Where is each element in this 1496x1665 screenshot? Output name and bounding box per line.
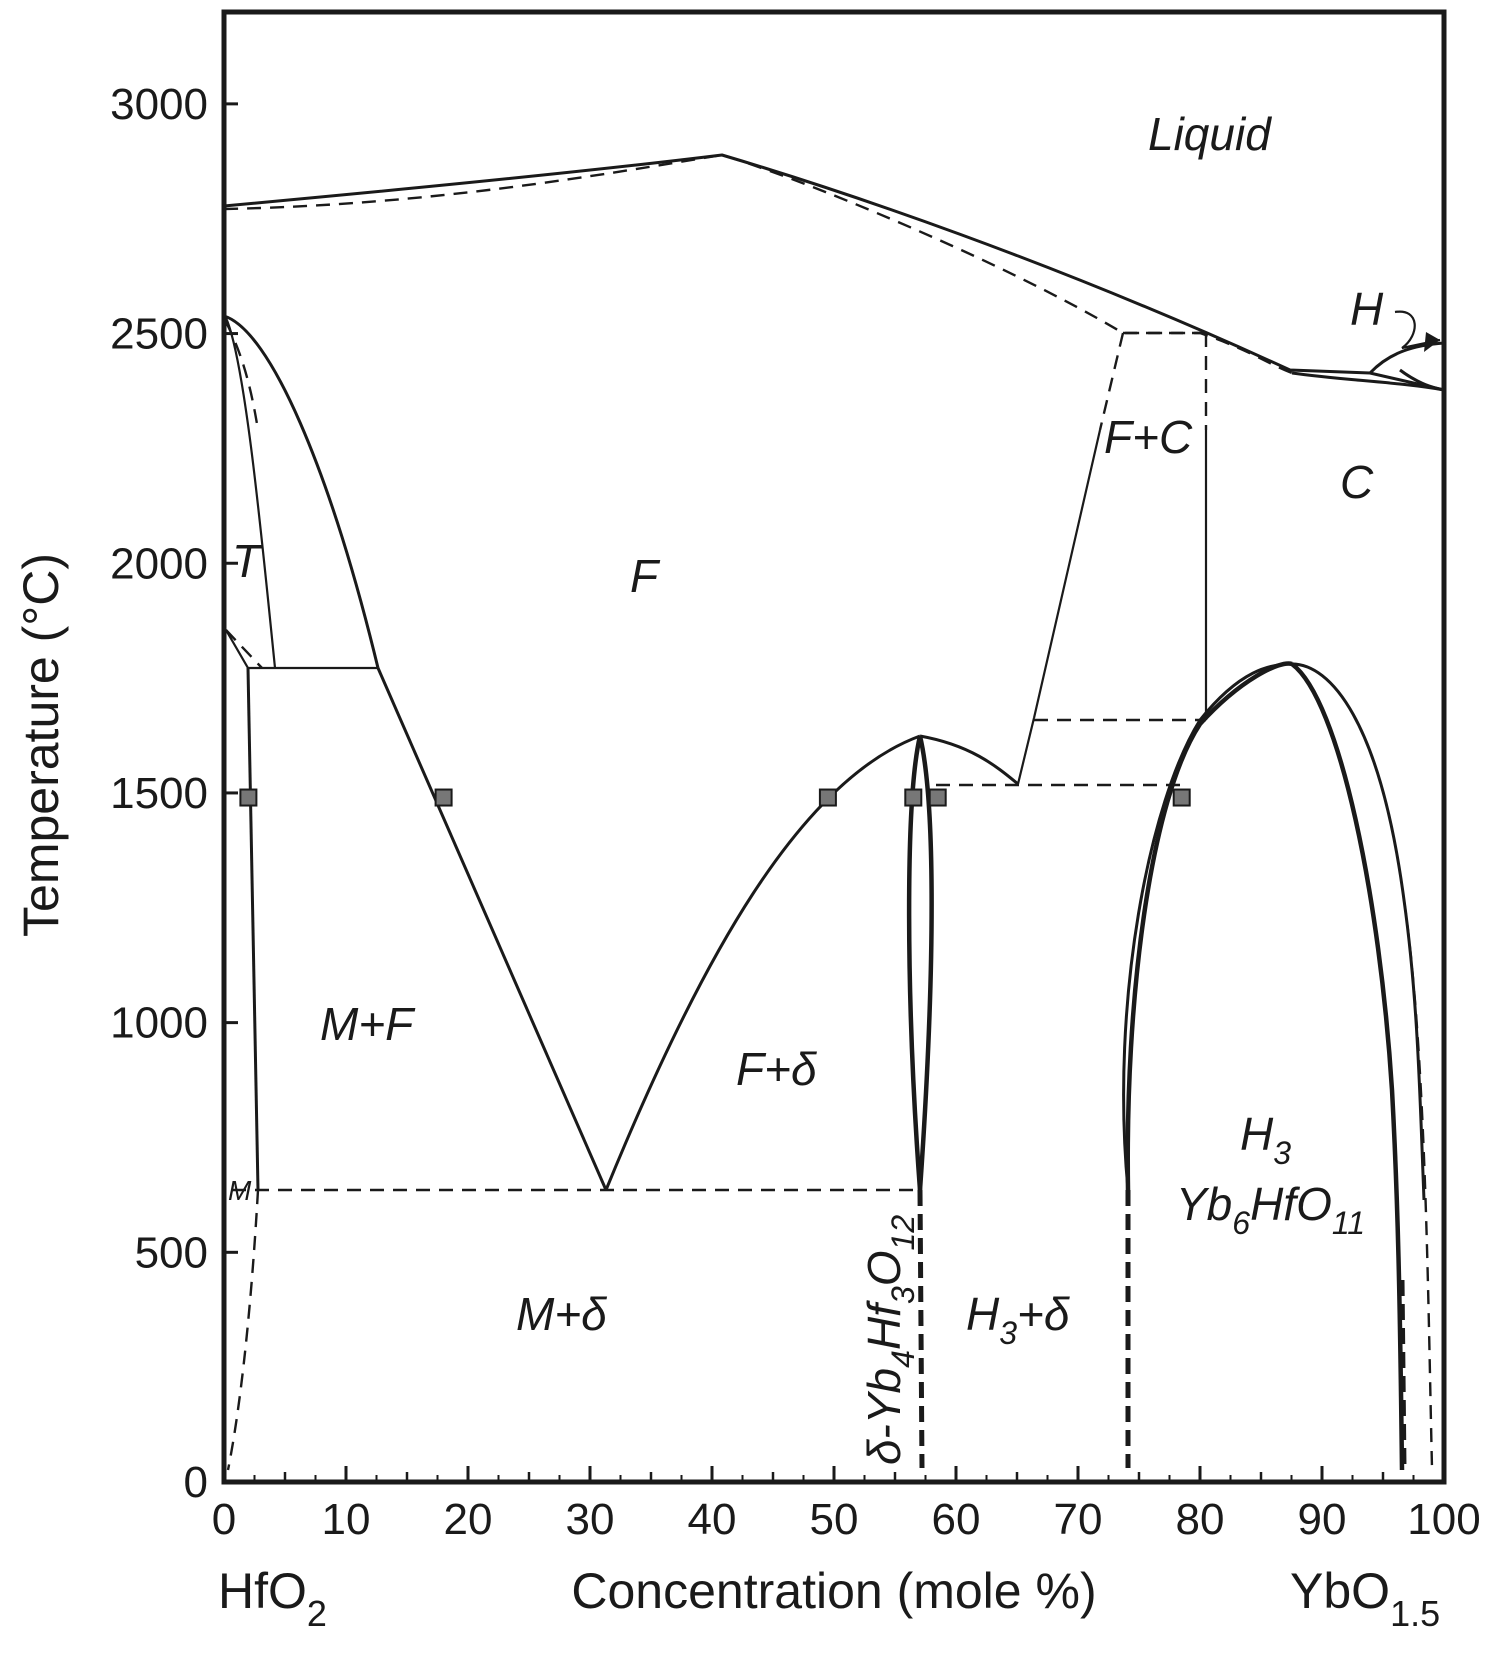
x-axis-ticks: 0 10 20 30 40 50 60 70 80 90 100 bbox=[212, 1466, 1481, 1544]
x-tick-label: 90 bbox=[1298, 1495, 1347, 1544]
liquidus-line bbox=[223, 153, 1445, 392]
experimental-point bbox=[904, 788, 923, 807]
f-delta-boundary bbox=[604, 734, 921, 1191]
region-h: H bbox=[1350, 283, 1384, 335]
h3-outer-dashed bbox=[1402, 899, 1434, 1469]
x-tick-label: 80 bbox=[1176, 1495, 1225, 1544]
y-tick-label: 2500 bbox=[110, 310, 208, 359]
x-tick-label: 10 bbox=[322, 1495, 371, 1544]
region-liquid: Liquid bbox=[1148, 108, 1272, 160]
x-tick-label: 0 bbox=[212, 1495, 236, 1544]
region-yb6hfo11: Yb6HfO11 bbox=[1176, 1178, 1365, 1241]
experimental-point bbox=[434, 788, 453, 807]
experimental-point bbox=[1172, 788, 1191, 807]
h-region bbox=[1368, 341, 1445, 392]
region-f-plus-c: F+C bbox=[1104, 411, 1193, 463]
fc-left-boundary bbox=[1032, 429, 1102, 719]
solidus-line bbox=[223, 153, 1293, 375]
experimental-points bbox=[239, 788, 1191, 807]
delta-right bbox=[917, 735, 934, 1191]
y-tick-label: 1000 bbox=[110, 999, 208, 1048]
region-h3: H3 bbox=[1240, 1108, 1291, 1171]
region-m-plus-f: M+F bbox=[320, 998, 416, 1050]
x-tick-label: 40 bbox=[688, 1495, 737, 1544]
y-tick-label: 1500 bbox=[110, 769, 208, 818]
plot-frame bbox=[221, 9, 1447, 1485]
x-tick-label: 50 bbox=[810, 1495, 859, 1544]
x-tick-label: 100 bbox=[1407, 1495, 1480, 1544]
t-inner-boundary bbox=[224, 317, 277, 669]
f-c-boundary-solid bbox=[1016, 717, 1036, 785]
x-tick-label: 60 bbox=[932, 1495, 981, 1544]
delta-vertical bbox=[917, 1189, 925, 1469]
x-tick-label: 30 bbox=[566, 1495, 615, 1544]
h-arrow bbox=[1394, 310, 1441, 350]
delta-left bbox=[906, 735, 923, 1191]
x-tick-label: 70 bbox=[1054, 1495, 1103, 1544]
m-solvus bbox=[246, 667, 260, 1191]
h3-inner-right bbox=[1290, 662, 1405, 1471]
endmember-right: YbO1.5 bbox=[1290, 1563, 1440, 1634]
experimental-point bbox=[239, 788, 258, 807]
t-m-eutectoid bbox=[225, 629, 378, 670]
region-c: C bbox=[1340, 456, 1374, 508]
h3-inner-left bbox=[1125, 661, 1293, 1191]
m-solvus-low bbox=[226, 1189, 260, 1471]
x-tick-label: 20 bbox=[444, 1495, 493, 1544]
region-f: F bbox=[630, 550, 661, 602]
region-delta-phase: δ-Yb4Hf3O12 bbox=[858, 1215, 921, 1465]
region-f-plus-delta: F+δ bbox=[736, 1043, 817, 1095]
experimental-point bbox=[928, 788, 947, 807]
region-t: T bbox=[232, 535, 263, 587]
h-arrow-head bbox=[1424, 332, 1440, 352]
experimental-point bbox=[818, 788, 837, 807]
t-m-dashed bbox=[225, 629, 263, 669]
h3-right-vertical bbox=[1399, 1279, 1407, 1469]
c-solidus bbox=[1291, 371, 1445, 392]
y-axis-ticks: 0 500 1000 1500 2000 2500 3000 bbox=[110, 80, 238, 1507]
h3-outer bbox=[1122, 662, 1426, 1201]
y-tick-label: 3000 bbox=[110, 80, 208, 129]
t-dashed-boundary bbox=[224, 321, 260, 431]
y-tick-label: 500 bbox=[135, 1228, 208, 1277]
region-m: M bbox=[228, 1175, 252, 1206]
t-f-boundary bbox=[223, 314, 380, 669]
mf-boundary bbox=[376, 667, 608, 1191]
region-m-plus-delta: M+δ bbox=[516, 1288, 607, 1340]
x-axis-title: Concentration (mole %) bbox=[571, 1563, 1096, 1619]
f-dome-right bbox=[919, 734, 1019, 786]
y-axis-title: Temperature (°C) bbox=[13, 553, 69, 937]
y-tick-label: 2000 bbox=[110, 539, 208, 588]
fc-left-dashed bbox=[1098, 332, 1125, 431]
y-tick-label: 0 bbox=[184, 1458, 208, 1507]
region-h3-plus-delta: H3+δ bbox=[966, 1288, 1070, 1351]
endmember-left: HfO2 bbox=[218, 1563, 327, 1634]
